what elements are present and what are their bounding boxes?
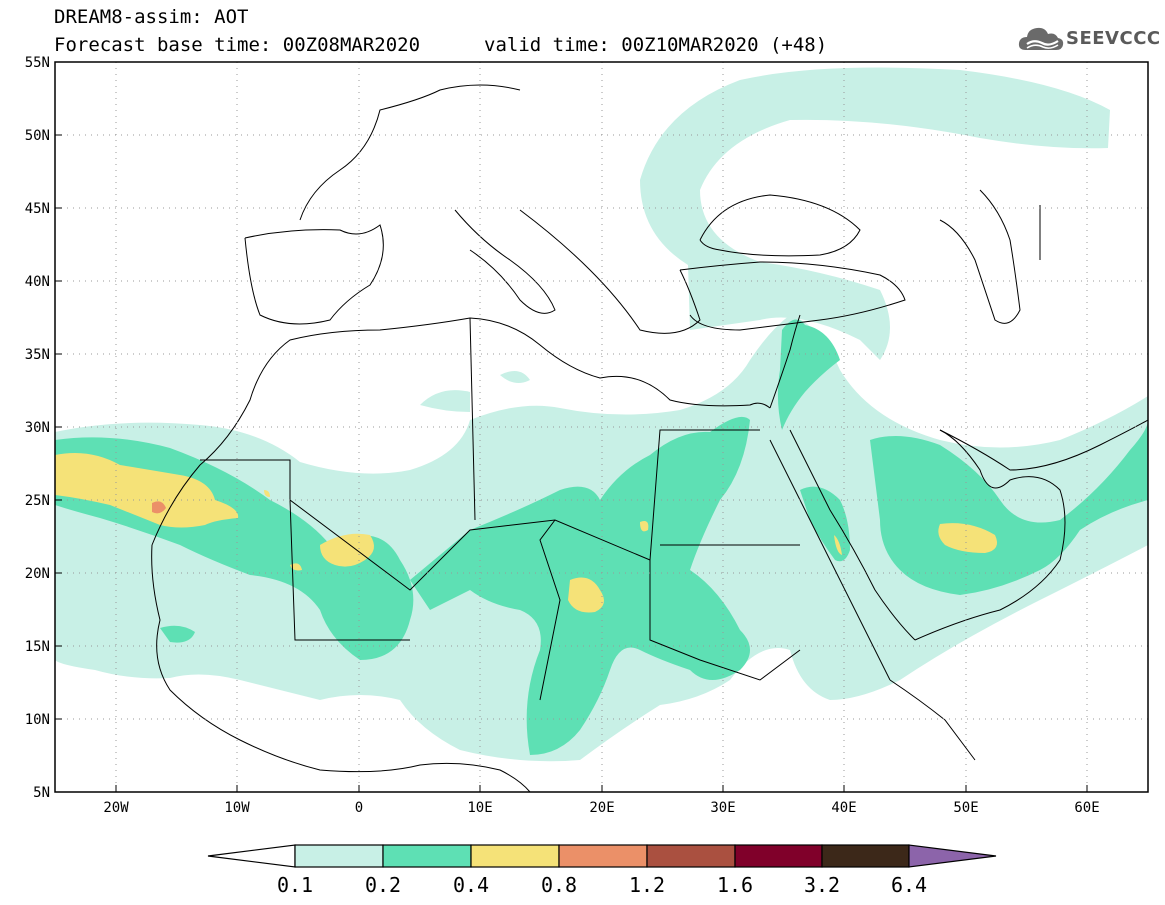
- colorbar-label: 6.4: [891, 873, 927, 897]
- colorbar-label: 1.6: [717, 873, 753, 897]
- colorbar-segment: [646, 844, 736, 868]
- colorbar-label: 0.4: [453, 873, 489, 897]
- colorbar-under-arrow: [207, 844, 296, 868]
- map-title: DREAM8-assim: AOT: [54, 6, 249, 28]
- lon-label: 30E: [710, 800, 735, 816]
- lon-label: 20E: [589, 800, 614, 816]
- colorbar-label: 0.8: [541, 873, 577, 897]
- lon-label: 20W: [103, 800, 129, 816]
- lon-label: 10W: [224, 800, 250, 816]
- lon-label: 50E: [953, 800, 978, 816]
- lat-label: 50N: [25, 128, 50, 144]
- colorbar-segment: [294, 844, 384, 868]
- axis-ticks: [55, 61, 1088, 793]
- colorbar-labels: 0.1 0.2 0.4 0.8 1.2 1.6 3.2 6.4: [277, 873, 927, 897]
- lat-label: 30N: [25, 420, 50, 436]
- colorbar-segment: [382, 844, 472, 868]
- colorbar-label: 3.2: [804, 873, 840, 897]
- lon-label: 60E: [1074, 800, 1099, 816]
- lat-label: 20N: [25, 566, 50, 582]
- aot-level-0-8: [152, 501, 166, 514]
- lat-label: 15N: [25, 639, 50, 655]
- colorbar: [207, 844, 997, 868]
- grid: [55, 62, 1148, 792]
- lat-label: 40N: [25, 274, 50, 290]
- lat-label: 45N: [25, 201, 50, 217]
- colorbar-label: 0.1: [277, 873, 313, 897]
- forecast-base-time: Forecast base time: 00Z08MAR2020: [54, 34, 421, 56]
- colorbar-label: 1.2: [629, 873, 665, 897]
- cloud-icon: [1018, 27, 1064, 50]
- aot-level-0-4: [55, 452, 998, 613]
- lon-labels: 20W 10W 0 10E 20E 30E 40E 50E 60E: [103, 800, 1099, 816]
- colorbar-label: 0.2: [365, 873, 401, 897]
- colorbar-segment: [821, 844, 910, 868]
- lat-label: 5N: [33, 785, 50, 801]
- lat-label: 25N: [25, 493, 50, 509]
- lat-label: 35N: [25, 347, 50, 363]
- lon-label: 0: [355, 800, 363, 816]
- colorbar-segment: [558, 844, 648, 868]
- lat-label: 55N: [25, 55, 50, 71]
- valid-time: valid time: 00Z10MAR2020 (+48): [484, 34, 828, 56]
- lon-label: 10E: [467, 800, 492, 816]
- aot-field: [55, 67, 1148, 762]
- coastlines: [151, 84, 1148, 792]
- colorbar-segment: [734, 844, 823, 868]
- logo-text: SEEVCCC: [1066, 28, 1161, 49]
- colorbar-over-arrow: [908, 844, 997, 868]
- seevccc-logo: SEEVCCC: [1018, 22, 1161, 56]
- lat-labels: 55N 50N 45N 40N 35N 30N 25N 20N 15N 10N …: [25, 55, 50, 801]
- lon-label: 40E: [831, 800, 856, 816]
- colorbar-segment: [470, 844, 560, 868]
- lat-label: 10N: [25, 712, 50, 728]
